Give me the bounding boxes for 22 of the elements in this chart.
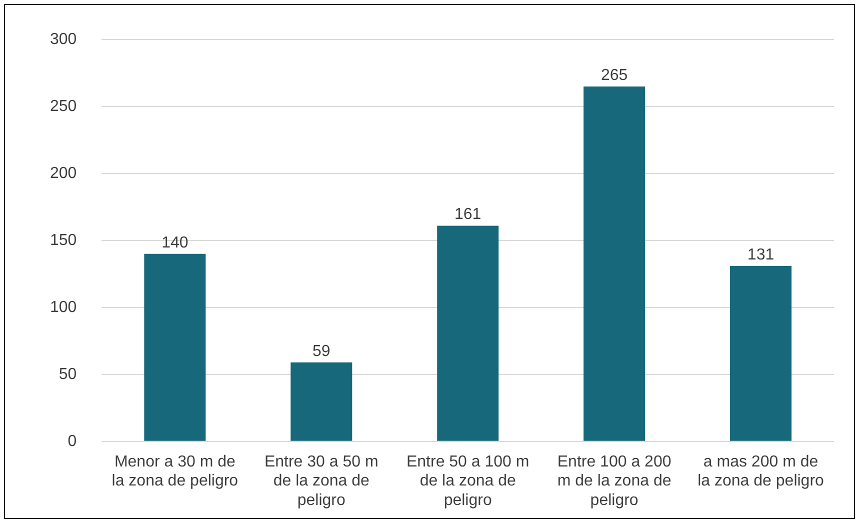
y-tick-label: 100	[50, 298, 77, 316]
bar	[584, 86, 646, 441]
data-label: 140	[162, 234, 188, 252]
y-tick-label: 300	[50, 31, 77, 48]
bar	[144, 254, 206, 441]
x-tick-label: Entre 50 a 100 m de la zona de peligro	[406, 453, 530, 509]
data-label: 161	[454, 206, 482, 224]
y-tick-label: 50	[58, 366, 77, 383]
y-tick-label: 200	[50, 164, 77, 182]
data-label: 265	[600, 66, 628, 84]
x-tick-label: Entre 100 a 200 m de la zona de peligro	[557, 453, 672, 509]
y-tick-label: 250	[50, 98, 77, 115]
y-tick-label: 150	[50, 232, 77, 249]
bar	[437, 226, 499, 441]
bar	[290, 362, 352, 441]
bar	[730, 266, 792, 441]
y-tick-label: 0	[68, 432, 77, 450]
x-tick-label: Menor a 30 m de la zona de peligro	[112, 453, 238, 490]
x-tick-label: a mas 200 m de la zona de peligro	[698, 453, 824, 490]
data-label: 59	[312, 342, 330, 360]
x-tick-label: Entre 30 a 50 m de la zona de peligro	[264, 453, 378, 509]
data-label: 131	[747, 246, 774, 264]
